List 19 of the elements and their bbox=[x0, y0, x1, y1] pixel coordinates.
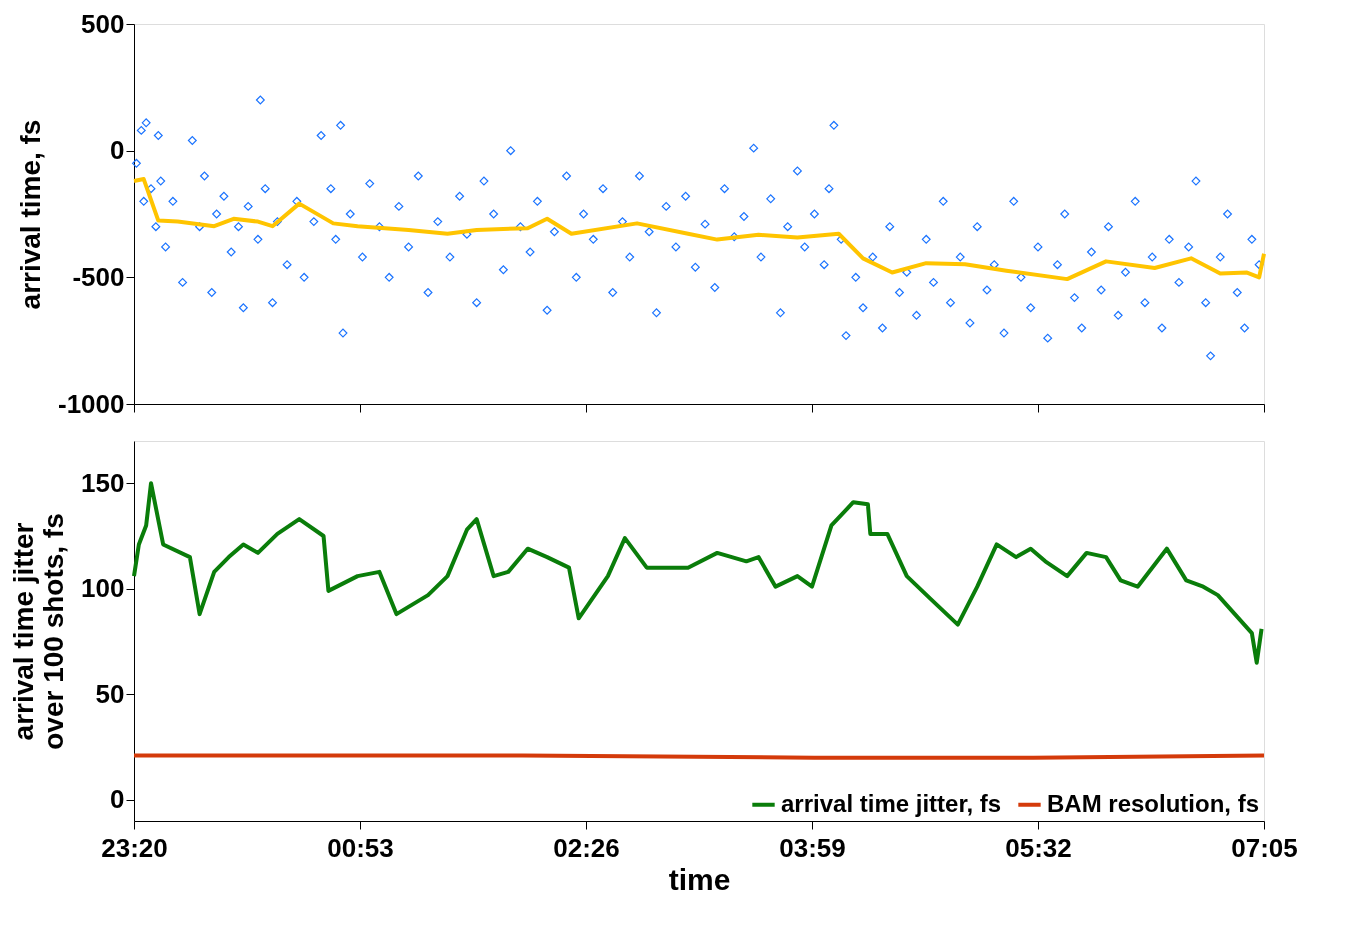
y-tick-label: 100 bbox=[81, 573, 125, 604]
x-tick-label: 03:59 bbox=[779, 832, 846, 863]
x-tick-label: 02:26 bbox=[553, 832, 620, 863]
x-tick-label: 07:05 bbox=[1231, 832, 1298, 863]
y-tick-label: -500 bbox=[72, 261, 125, 292]
y-tick-label: -1000 bbox=[58, 388, 125, 419]
legend-label: arrival time jitter, fs bbox=[781, 789, 1002, 817]
x-tick-label: 05:32 bbox=[1005, 832, 1072, 863]
y-tick-label: 150 bbox=[81, 467, 125, 498]
y-tick-label: 0 bbox=[110, 135, 125, 166]
x-tick-label: 00:53 bbox=[327, 832, 394, 863]
x-axis-title: time bbox=[668, 862, 731, 896]
y-axis-title: arrival time, fs bbox=[15, 119, 46, 310]
x-tick-label: 23:20 bbox=[101, 832, 168, 863]
y-tick-label: 500 bbox=[81, 8, 125, 39]
y-tick-label: 50 bbox=[95, 678, 125, 709]
y-axis-title: arrival time jitter over 100 shots, fs bbox=[8, 513, 70, 750]
legend-label: BAM resolution, fs bbox=[1047, 789, 1260, 817]
y-tick-label: 0 bbox=[110, 784, 125, 815]
